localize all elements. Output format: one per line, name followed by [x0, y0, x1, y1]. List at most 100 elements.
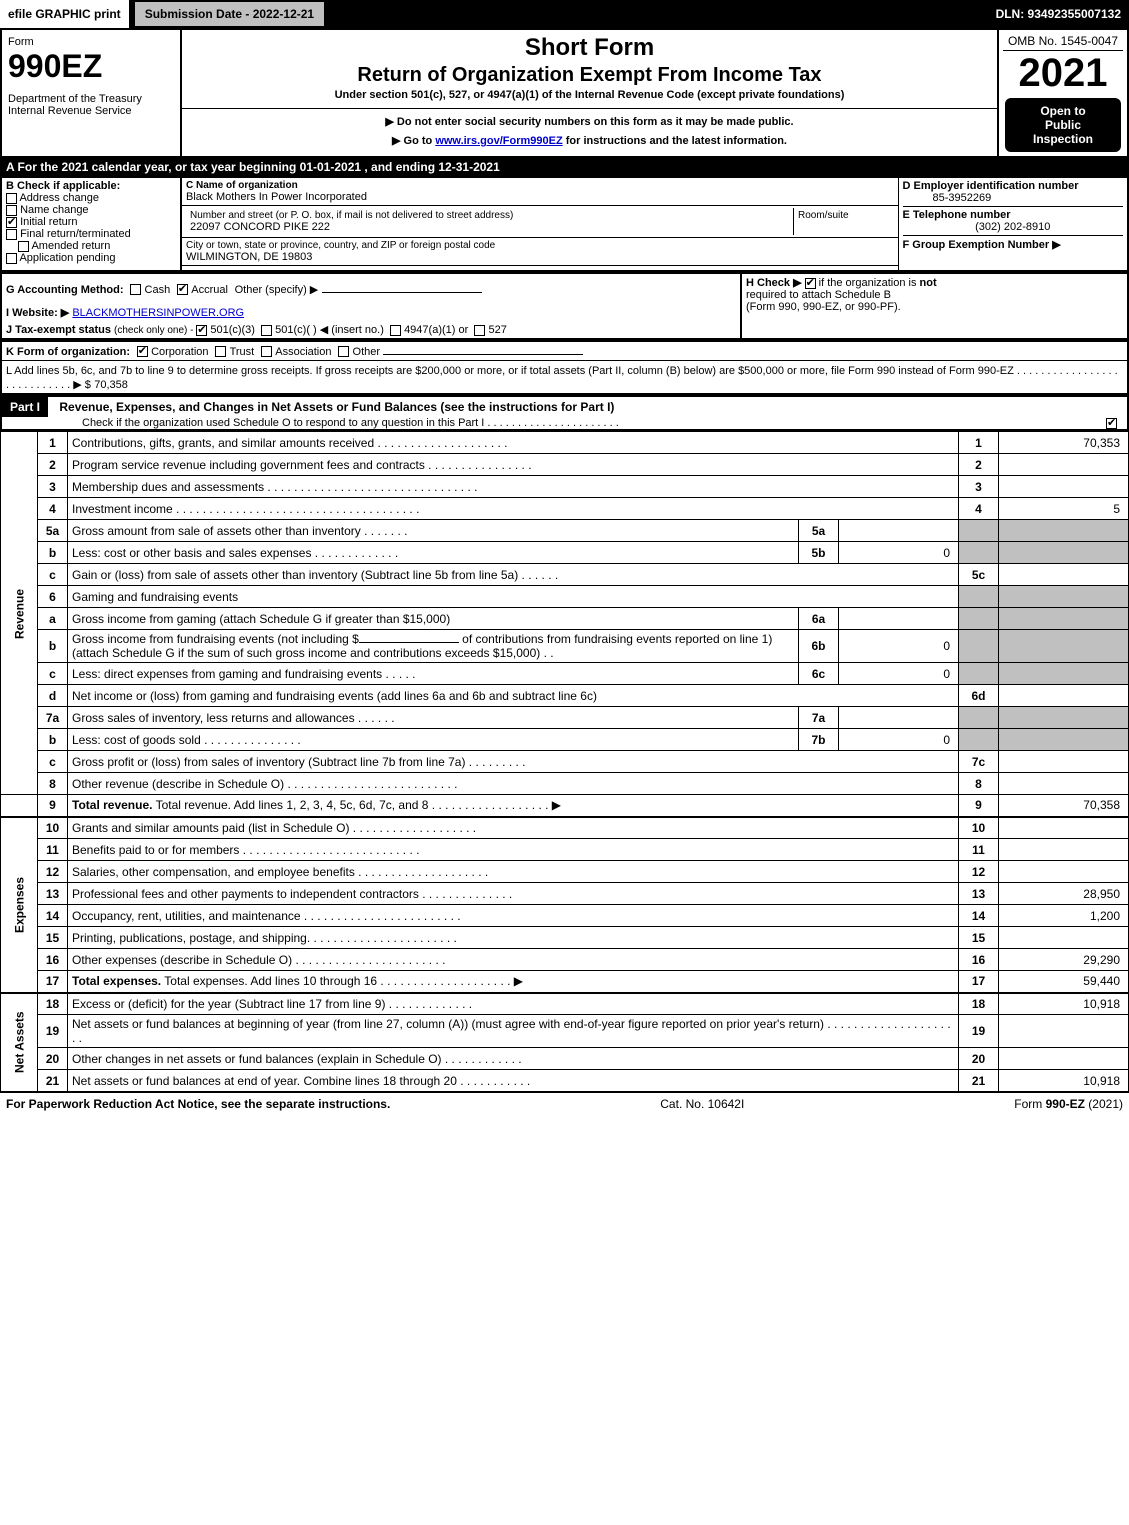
- footer: For Paperwork Reduction Act Notice, see …: [0, 1092, 1129, 1115]
- corp-checkbox[interactable]: [137, 346, 148, 357]
- line-16-text: Other expenses (describe in Schedule O) …: [68, 949, 959, 971]
- assoc-checkbox[interactable]: [261, 346, 272, 357]
- line-15-rn: 15: [959, 927, 999, 949]
- box-c-name: C Name of organization Black Mothers In …: [181, 177, 898, 206]
- line-12-num: 12: [38, 861, 68, 883]
- box-h-checkbox[interactable]: [805, 278, 816, 289]
- line-3-num: 3: [38, 476, 68, 498]
- netassets-section-label: Net Assets: [1, 993, 38, 1092]
- expenses-section-label: Expenses: [1, 817, 38, 993]
- line-7b-text: Less: cost of goods sold . . . . . . . .…: [68, 729, 799, 751]
- room-label: Room/suite: [798, 210, 890, 221]
- open-to-public: Open to Public Inspection: [1005, 98, 1121, 152]
- line-20-text: Other changes in net assets or fund bala…: [68, 1048, 959, 1070]
- app-pending-label: Application pending: [19, 252, 115, 264]
- amended-label: Amended return: [31, 240, 110, 252]
- grey-cell: [959, 729, 999, 751]
- grey-cell: [959, 586, 999, 608]
- goto-line: ▶ Go to www.irs.gov/Form990EZ for instru…: [188, 134, 991, 147]
- line-7b-sa: 0: [839, 729, 959, 751]
- line-15-text: Printing, publications, postage, and shi…: [68, 927, 959, 949]
- 4947-checkbox[interactable]: [390, 325, 401, 336]
- line-18-num: 18: [38, 993, 68, 1015]
- line-14-text: Occupancy, rent, utilities, and maintena…: [68, 905, 959, 927]
- line-21-num: 21: [38, 1070, 68, 1092]
- line-18-rn: 18: [959, 993, 999, 1015]
- line-1-rn: 1: [959, 432, 999, 454]
- line-6-num: 6: [38, 586, 68, 608]
- line-6-text: Gaming and fundraising events: [68, 586, 959, 608]
- 501c3-checkbox[interactable]: [196, 325, 207, 336]
- part1-header: Part I Revenue, Expenses, and Changes in…: [0, 395, 1129, 431]
- top-bar-left: efile GRAPHIC print Submission Date - 20…: [0, 0, 326, 28]
- ein-value: 85-3952269: [903, 192, 1124, 204]
- address-change-checkbox[interactable]: [6, 193, 17, 204]
- box-k-label: K Form of organization:: [6, 346, 130, 358]
- 527-checkbox[interactable]: [474, 325, 485, 336]
- line-3-rn: 3: [959, 476, 999, 498]
- line-15-num: 15: [38, 927, 68, 949]
- cash-checkbox[interactable]: [130, 284, 141, 295]
- initial-return-checkbox[interactable]: [6, 217, 17, 228]
- accrual-label: Accrual: [191, 284, 228, 296]
- app-pending-checkbox[interactable]: [6, 253, 17, 264]
- line-5c-num: c: [38, 564, 68, 586]
- line-6b-sa: 0: [839, 630, 959, 663]
- right-info-box: D Employer identification number 85-3952…: [898, 177, 1128, 271]
- omb-number: OMB No. 1545-0047: [1003, 32, 1123, 51]
- grey-cell: [959, 608, 999, 630]
- line-6b-text: Gross income from fundraising events (no…: [68, 630, 799, 663]
- g-h-table: G Accounting Method: Cash Accrual Other …: [0, 272, 1129, 340]
- line-13-rn: 13: [959, 883, 999, 905]
- dln-number: DLN: 93492355007132: [996, 7, 1129, 21]
- box-h: H Check ▶ if the organization is not req…: [741, 273, 1128, 339]
- line-14-num: 14: [38, 905, 68, 927]
- line-10-rn: 10: [959, 817, 999, 839]
- trust-checkbox[interactable]: [215, 346, 226, 357]
- line-6c-sn: 6c: [799, 663, 839, 685]
- line-17-rn: 17: [959, 971, 999, 993]
- irs-link[interactable]: www.irs.gov/Form990EZ: [435, 135, 562, 147]
- line-6d-text: Net income or (loss) from gaming and fun…: [68, 685, 959, 707]
- return-title: Return of Organization Exempt From Incom…: [186, 64, 993, 87]
- title-cell: Short Form Return of Organization Exempt…: [181, 29, 998, 108]
- line-20-rn: 20: [959, 1048, 999, 1070]
- line-21-text: Net assets or fund balances at end of ye…: [68, 1070, 959, 1092]
- line-6a-num: a: [38, 608, 68, 630]
- box-g: G Accounting Method: Cash Accrual Other …: [1, 273, 741, 339]
- form-header-table: Form 990EZ Department of the Treasury In…: [0, 28, 1129, 158]
- org-info-table: B Check if applicable: Address change Na…: [0, 176, 1129, 272]
- line-18-text: Excess or (deficit) for the year (Subtra…: [68, 993, 959, 1015]
- other-org-checkbox[interactable]: [338, 346, 349, 357]
- website-link[interactable]: BLACKMOTHERSINPOWER.ORG: [72, 307, 244, 319]
- amended-checkbox[interactable]: [18, 241, 29, 252]
- line-4-text: Investment income . . . . . . . . . . . …: [68, 498, 959, 520]
- 501c-checkbox[interactable]: [261, 325, 272, 336]
- line-10-text: Grants and similar amounts paid (list in…: [68, 817, 959, 839]
- line-7b-num: b: [38, 729, 68, 751]
- form-ref: Form 990-EZ (2021): [1014, 1097, 1123, 1111]
- city-label: City or town, state or province, country…: [186, 240, 894, 251]
- accrual-checkbox[interactable]: [177, 284, 188, 295]
- line-8-text: Other revenue (describe in Schedule O) .…: [68, 773, 959, 795]
- line-3-text: Membership dues and assessments . . . . …: [68, 476, 959, 498]
- grey-cell: [959, 630, 999, 663]
- year-cell: OMB No. 1545-0047 2021 Open to Public In…: [998, 29, 1128, 157]
- line-10-amt: [999, 817, 1129, 839]
- final-return-checkbox[interactable]: [6, 229, 17, 240]
- line-15-amt: [999, 927, 1129, 949]
- line-6a-text: Gross income from gaming (attach Schedul…: [68, 608, 799, 630]
- line-16-num: 16: [38, 949, 68, 971]
- grey-cell: [999, 542, 1129, 564]
- line-6b-sn: 6b: [799, 630, 839, 663]
- line-5b-text: Less: cost or other basis and sales expe…: [68, 542, 799, 564]
- schedule-o-checkbox[interactable]: [1106, 418, 1117, 429]
- line-19-rn: 19: [959, 1015, 999, 1048]
- line-20-amt: [999, 1048, 1129, 1070]
- line-14-amt: 1,200: [999, 905, 1129, 927]
- line-7c-rn: 7c: [959, 751, 999, 773]
- open-line3: Inspection: [1011, 132, 1115, 146]
- box-c-label: C Name of organization: [186, 180, 894, 191]
- line-19-num: 19: [38, 1015, 68, 1048]
- efile-print-label[interactable]: efile GRAPHIC print: [0, 0, 129, 28]
